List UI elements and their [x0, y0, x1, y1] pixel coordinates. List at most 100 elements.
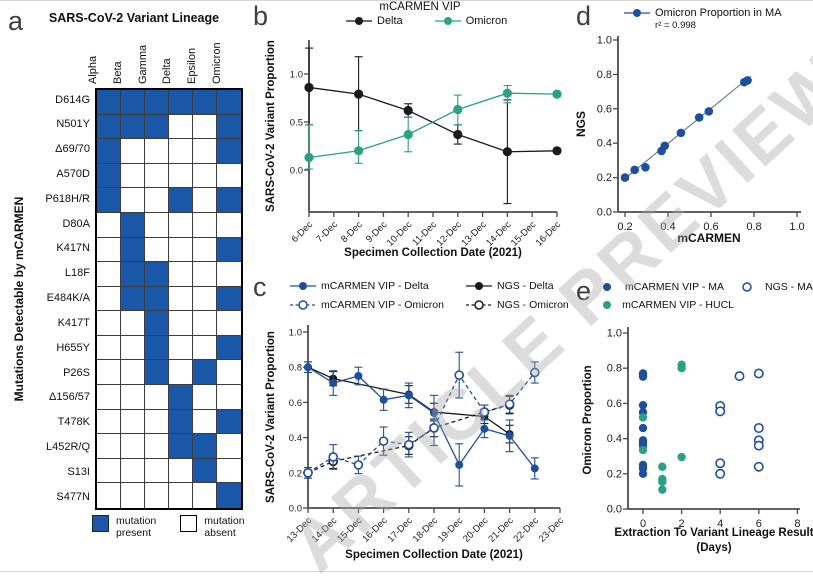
x-tick-label: 20-Dec [461, 515, 491, 545]
data-point [704, 107, 714, 116]
row-label-T478K: T478K [57, 416, 90, 429]
data-point [660, 141, 670, 151]
y-tick-label: 0.6 [597, 103, 612, 115]
heatmap-cell-S477N-Beta [121, 483, 145, 508]
heatmap-cell-S477N-Epsilon [193, 483, 217, 508]
column-label-Beta: Beta [112, 61, 125, 84]
legend-item-mutation-present: mutation present [92, 515, 156, 540]
data-point-open [753, 368, 764, 379]
heatmap-cell-K417T-Beta [121, 311, 145, 336]
data-point-open [303, 467, 313, 478]
legend-item: mCARMEN VIP - Omicron [290, 299, 466, 311]
mutation-present-swatch [92, 515, 109, 532]
y-tick-label: 1.0 [289, 328, 302, 339]
legend-marker-icon [434, 17, 461, 25]
data-point-open [454, 370, 465, 380]
legend-item: NGS - Omicron [466, 299, 569, 311]
data-point [638, 445, 648, 455]
x-tick-label: 13-Dec [285, 515, 315, 545]
row-label-K417T: K417T [57, 316, 90, 329]
heatmap-cell-D80A-Beta [121, 212, 145, 238]
heatmap-cell-H655Y-Epsilon [193, 335, 217, 361]
legend-label: mCARMEN VIP - MA [625, 281, 724, 293]
data-point [403, 129, 413, 140]
x-tick-label: 0.4 [660, 221, 675, 233]
heatmap-cell-H655Y-Omicron [217, 335, 241, 361]
data-point-open [479, 407, 490, 417]
panel-b-legend: Delta Omicron [346, 15, 507, 27]
data-point [404, 391, 413, 400]
y-tick-label: 0.0 [597, 207, 612, 219]
data-point [677, 364, 686, 373]
y-tick-label: 0.0 [289, 504, 302, 515]
data-point [455, 460, 464, 469]
x-tick-label: 6-Dec [289, 219, 315, 245]
data-point-open [504, 399, 515, 409]
y-tick-label: 0.4 [607, 433, 622, 445]
panel-b-x-axis-label: Specimen Collection Date (2021) [344, 247, 522, 259]
x-tick-label: 12-Dec [434, 219, 464, 249]
data-point [638, 441, 648, 450]
heatmap-cell-K417N-Omicron [217, 237, 241, 263]
mutation-absent-swatch [180, 515, 198, 532]
y-tick-label: 0.2 [597, 172, 612, 184]
mutation-absent-label: mutation absent [204, 515, 244, 540]
legend-label: Delta [377, 15, 403, 27]
heatmap-cell-A570D-Gamma [145, 163, 169, 189]
x-tick-label: 8-Dec [339, 219, 365, 245]
heatmap-cell-S477N-Omicron [217, 483, 241, 508]
heatmap-cell-N501Y-Omicron [217, 114, 241, 140]
legend-label: mCARMEN VIP - Omicron [321, 299, 444, 311]
data-point [638, 423, 648, 433]
legend-item: Omicron Proportion in MA [624, 7, 782, 19]
heatmap-cell-L18F-Gamma [145, 262, 169, 287]
heatmap-cell-P26S-Delta [169, 360, 193, 386]
y-tick-label: 0.8 [289, 363, 302, 374]
y-tick-label: 0.4 [289, 433, 302, 444]
panel-e-letter: e [576, 276, 592, 306]
data-point [658, 485, 667, 494]
y-tick-label: 0.5 [290, 118, 303, 129]
x-tick-label: 1.0 [789, 221, 804, 233]
x-tick-label: 18-Dec [411, 515, 441, 545]
data-point-open [303, 467, 313, 478]
x-tick-label: 23-Dec [537, 515, 567, 545]
heatmap-cell-D614G-Delta [169, 90, 193, 115]
heatmap-cell-D614G-Omicron [217, 90, 241, 115]
data-point [676, 128, 686, 138]
heatmap-cell-N501Y-Delta [169, 114, 193, 140]
heatmap-cell-Δ156/57-Alpha [97, 385, 121, 410]
row-label-N501Y: N501Y [56, 118, 90, 131]
heatmap-cell-L452R/Q-Omicron [217, 434, 241, 459]
data-point-open [753, 435, 764, 446]
heatmap-cell-L452R/Q-Epsilon [193, 434, 217, 459]
heatmap-cell-Δ156/57-Beta [121, 385, 145, 410]
legend-marker-icon [466, 282, 492, 290]
panel-c-y-axis-label: SARS-CoV-2 Variant Proportion [265, 331, 277, 503]
legend-marker-icon [742, 282, 752, 292]
panel-b-y-axis-label: SARS-CoV-2 Variant Proportion [265, 40, 277, 212]
heatmap-cell-H655Y-Gamma [145, 335, 169, 361]
x-tick-label: 7-Dec [314, 219, 340, 245]
y-tick-label: 1.0 [597, 35, 612, 47]
heatmap-cell-P618H/R-Gamma [145, 188, 169, 213]
heatmap-cell-Δ69/70-Delta [169, 139, 193, 164]
legend-label: mCARMEN VIP - Delta [321, 280, 429, 292]
heatmap-cell-Δ69/70-Gamma [145, 139, 169, 164]
data-point [620, 173, 630, 182]
panel-e-y-axis-label: Omicron Proportion [582, 365, 594, 475]
heatmap-cell-D614G-Epsilon [193, 90, 217, 115]
heatmap-cell-T478K-Epsilon [193, 409, 217, 435]
legend-item: Delta [346, 15, 403, 27]
heatmap-cell-K417N-Alpha [97, 237, 121, 263]
x-tick-label: 0.2 [617, 221, 632, 233]
data-point-open [753, 423, 764, 434]
panel-a-letter: a [8, 6, 24, 36]
heatmap-cell-S13I-Alpha [97, 458, 121, 484]
legend-label: Omicron [465, 15, 508, 27]
y-tick-label: 0.8 [597, 69, 612, 81]
x-tick-label: 10-Dec [385, 219, 415, 249]
x-tick-label: 16-Dec [360, 515, 390, 545]
data-point [638, 464, 648, 473]
heatmap-cell-Δ156/57-Omicron [217, 385, 241, 410]
